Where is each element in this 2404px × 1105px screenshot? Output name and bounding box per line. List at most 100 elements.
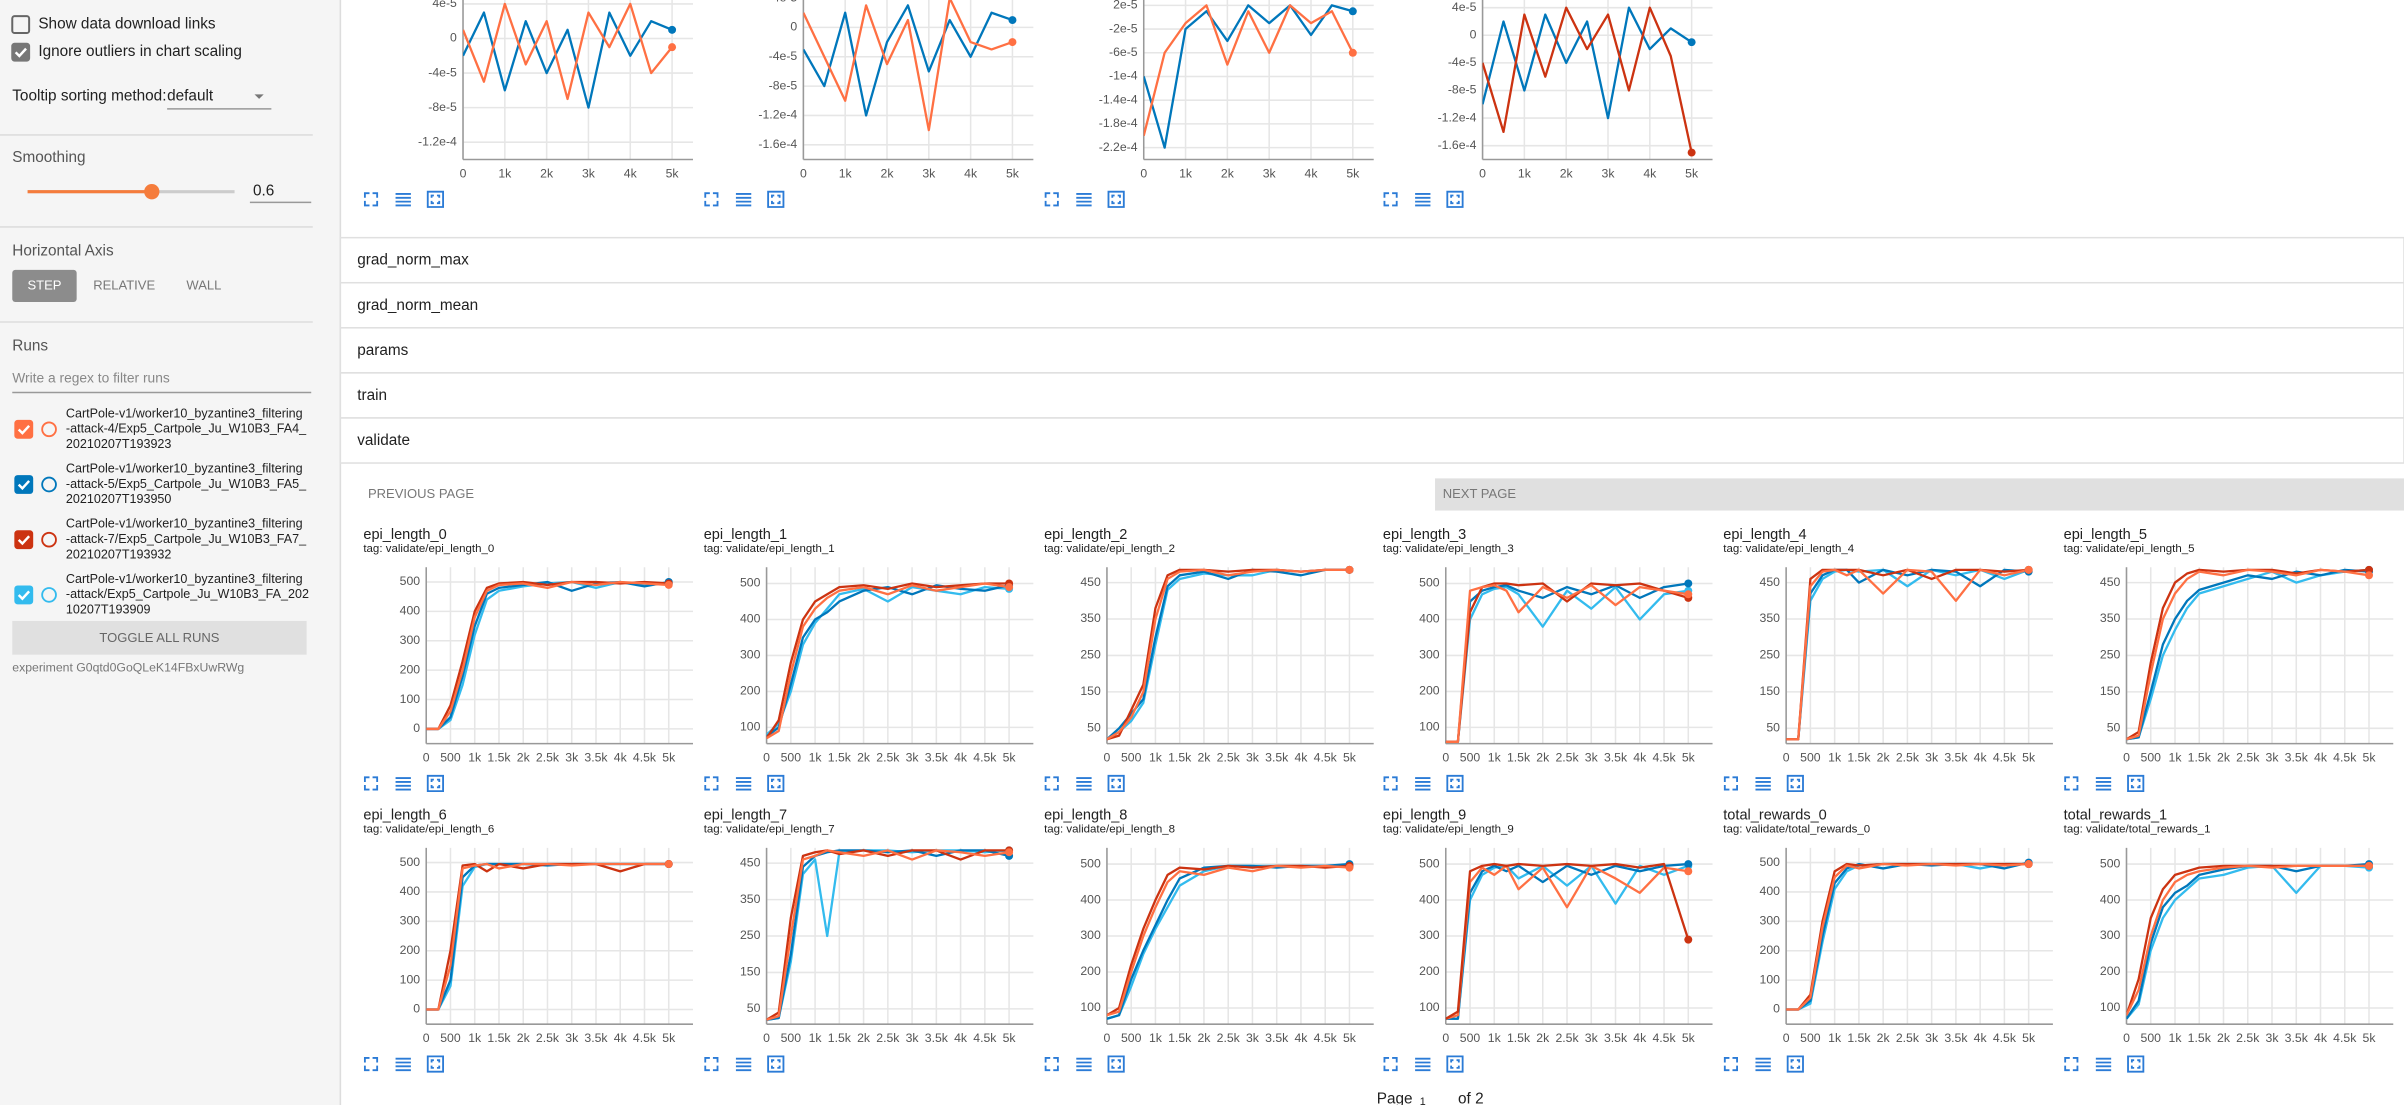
- fit-button[interactable]: [1107, 774, 1125, 793]
- axis-button[interactable]: WALL: [186, 277, 221, 292]
- data-button[interactable]: [1076, 777, 1092, 791]
- x-tick-label: 1k: [809, 1031, 823, 1045]
- expand-button[interactable]: [1044, 1056, 1059, 1072]
- fit-button[interactable]: [1107, 190, 1125, 208]
- dropdown-value[interactable]: default: [167, 88, 214, 105]
- fit-button[interactable]: [2127, 774, 2145, 793]
- next-page[interactable]: NEXT PAGE: [1443, 486, 1517, 501]
- data-button[interactable]: [1755, 1057, 1771, 1072]
- fit-button[interactable]: [1786, 1055, 1804, 1073]
- plot-area: [803, 0, 1013, 132]
- chart-toolbar: [704, 1055, 785, 1073]
- expand-button[interactable]: [363, 1056, 379, 1072]
- data-button[interactable]: [1415, 1057, 1431, 1072]
- data-button[interactable]: [395, 777, 411, 791]
- run-color[interactable]: [41, 476, 57, 493]
- x-tick-label: 0: [460, 166, 467, 180]
- expand-button[interactable]: [704, 1056, 719, 1072]
- chart-tag: tag: validate/epi_length_8: [1044, 823, 1175, 835]
- fit-button[interactable]: [1446, 774, 1464, 793]
- experiment-id: experiment G0qtd0GoQLeK14FBxUwRWg: [12, 661, 244, 675]
- data-button[interactable]: [1076, 193, 1092, 207]
- fit-button[interactable]: [767, 190, 785, 208]
- x-tick-label: 2.5k: [1896, 750, 1920, 764]
- smoothing-value[interactable]: 0.6: [253, 183, 274, 200]
- expand-button[interactable]: [1044, 776, 1059, 791]
- fit-button[interactable]: [1446, 190, 1464, 208]
- expand-button[interactable]: [704, 192, 719, 207]
- x-tick-label: 0: [1104, 1031, 1111, 1045]
- data-button[interactable]: [2095, 777, 2112, 791]
- run-color[interactable]: [41, 587, 57, 603]
- filter-input[interactable]: Write a regex to filter runs: [12, 370, 170, 385]
- previous-page[interactable]: PREVIOUS PAGE: [368, 486, 474, 501]
- expand-button[interactable]: [2064, 1056, 2079, 1072]
- section-title[interactable]: train: [357, 387, 387, 404]
- expand-button[interactable]: [1044, 192, 1059, 207]
- data-button[interactable]: [735, 1057, 752, 1072]
- page-number[interactable]: 1: [1420, 1096, 1426, 1105]
- run-checkbox[interactable]: [14, 530, 34, 550]
- x-tick-label: 2k: [857, 750, 871, 764]
- x-tick-label: 0: [1783, 750, 1790, 764]
- section-title[interactable]: grad_norm_mean: [357, 297, 478, 314]
- fit-button[interactable]: [1107, 1055, 1125, 1073]
- slider-thumb[interactable]: [144, 184, 160, 200]
- data-button[interactable]: [395, 1057, 411, 1072]
- section-header[interactable]: [339, 236, 2404, 284]
- checkbox[interactable]: [11, 42, 31, 62]
- run-checkbox[interactable]: [14, 585, 34, 605]
- x-tick-label: 500: [1460, 750, 1481, 764]
- x-tick-label: 500: [440, 750, 461, 764]
- section-header[interactable]: [339, 372, 2404, 419]
- toggle-button[interactable]: [12, 620, 307, 655]
- checkbox[interactable]: [11, 15, 31, 34]
- data-button[interactable]: [1415, 193, 1431, 207]
- data-button[interactable]: [395, 193, 411, 207]
- fit-button[interactable]: [1786, 774, 1804, 793]
- data-button[interactable]: [735, 193, 752, 207]
- section-header[interactable]: [339, 417, 2404, 464]
- fit-button[interactable]: [426, 1055, 445, 1073]
- expand-button[interactable]: [363, 776, 379, 791]
- section-header[interactable]: [339, 327, 2404, 374]
- x-tick-label: 5k: [1682, 750, 1696, 764]
- data-button[interactable]: [1076, 1057, 1092, 1072]
- y-tick-label: 250: [740, 928, 761, 942]
- fit-button[interactable]: [426, 774, 445, 793]
- fit-button[interactable]: [2127, 1055, 2145, 1073]
- data-button[interactable]: [735, 777, 752, 791]
- section-title[interactable]: grad_norm_max: [357, 252, 469, 269]
- expand-button[interactable]: [2064, 776, 2079, 791]
- section-header[interactable]: [339, 281, 2404, 329]
- data-button[interactable]: [2095, 1057, 2112, 1072]
- expand-button[interactable]: [1383, 192, 1398, 207]
- data-button[interactable]: [1755, 777, 1771, 791]
- y-tick-label: 400: [2100, 892, 2121, 906]
- axis-button[interactable]: RELATIVE: [93, 277, 155, 292]
- run-color[interactable]: [41, 421, 57, 438]
- run-checkbox[interactable]: [14, 419, 34, 439]
- run-checkbox-check: [17, 480, 31, 491]
- axis-button[interactable]: STEP: [27, 277, 61, 292]
- fit-button[interactable]: [426, 190, 445, 208]
- run-checkbox[interactable]: [14, 475, 34, 494]
- expand-button[interactable]: [704, 776, 719, 791]
- expand-button[interactable]: [1723, 776, 1738, 791]
- fit-button[interactable]: [1446, 1055, 1464, 1073]
- data-button[interactable]: [1415, 777, 1431, 791]
- section-title[interactable]: validate: [357, 432, 410, 449]
- expand-button[interactable]: [363, 192, 379, 207]
- next-page-bg[interactable]: [1435, 478, 2404, 511]
- expand-button[interactable]: [1383, 1056, 1398, 1072]
- toggle-label[interactable]: TOGGLE ALL RUNS: [99, 630, 219, 645]
- expand-button[interactable]: [1723, 1056, 1738, 1072]
- fit-button[interactable]: [767, 1055, 785, 1073]
- run-color[interactable]: [41, 531, 57, 548]
- section-title[interactable]: params: [357, 342, 408, 359]
- series-end-point: [2024, 565, 2033, 574]
- fit-button[interactable]: [767, 774, 785, 793]
- expand-button[interactable]: [1383, 776, 1398, 791]
- x-tick-label: 3k: [582, 166, 596, 180]
